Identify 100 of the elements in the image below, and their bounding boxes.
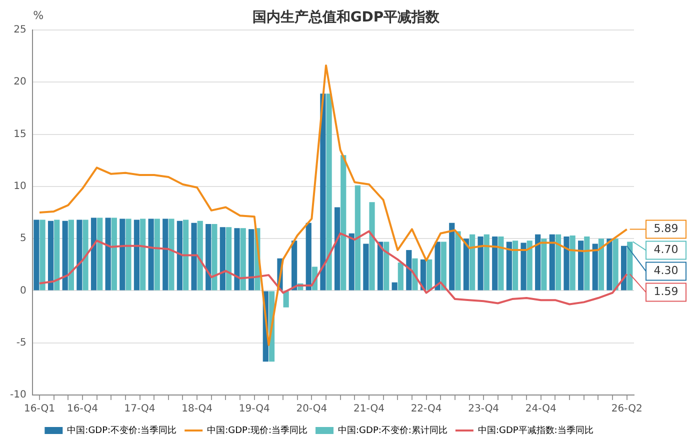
bar: [555, 234, 562, 290]
y-tick-label: -10: [10, 390, 26, 401]
legend-label: 中国:GDP平减指数:当季同比: [478, 424, 594, 436]
x-tick-label: 16-Q1: [24, 404, 55, 415]
bar: [76, 220, 82, 290]
bar: [176, 220, 183, 290]
bar: [549, 234, 555, 290]
bar: [369, 202, 375, 290]
bar: [206, 224, 212, 290]
bar: [90, 218, 97, 290]
x-tick-label: 26-Q2: [611, 404, 642, 415]
bar: [191, 222, 197, 290]
x-tick-label: 24-Q4: [525, 404, 556, 415]
bar: [34, 220, 40, 290]
bar: [292, 240, 298, 290]
bar: [598, 238, 604, 290]
bar: [162, 218, 168, 290]
bar: [564, 236, 570, 290]
bar: [348, 233, 354, 290]
bar: [105, 218, 111, 290]
x-tick-label: 18-Q4: [182, 404, 213, 415]
bar: [248, 229, 254, 290]
bar: [463, 238, 470, 290]
x-tick-label: 22-Q4: [410, 404, 442, 415]
bar: [54, 220, 60, 290]
bar: [492, 236, 498, 290]
bar: [68, 220, 74, 290]
y-tick-label: 25: [14, 24, 26, 36]
bar: [212, 224, 218, 290]
bar: [606, 238, 612, 290]
bar: [440, 242, 446, 290]
bar: [377, 242, 384, 290]
bar: [154, 218, 160, 290]
bar: [578, 240, 584, 290]
bar: [62, 220, 68, 290]
y-tick-label: 10: [14, 181, 26, 192]
bar: [354, 185, 360, 290]
bar: [384, 242, 390, 290]
bar: [140, 218, 146, 290]
bar: [48, 220, 54, 290]
data-label: 1.59: [654, 285, 678, 298]
bar: [541, 238, 547, 290]
bar: [226, 227, 232, 290]
data-label: 4.30: [654, 264, 678, 278]
bar: [126, 218, 132, 290]
bar: [449, 222, 455, 290]
data-label: 4.70: [654, 243, 678, 256]
bar: [306, 222, 312, 290]
bar: [120, 218, 126, 290]
bar: [40, 220, 46, 290]
bar: [220, 227, 226, 290]
bar: [434, 242, 440, 290]
data-label: 5.89: [654, 222, 678, 236]
bar: [392, 282, 398, 290]
bar: [426, 259, 432, 290]
bar: [240, 228, 246, 290]
bar: [506, 242, 512, 290]
x-tick-label: 17-Q4: [124, 404, 156, 415]
bar: [584, 236, 590, 290]
bar: [470, 234, 476, 290]
bar: [455, 231, 461, 290]
legend-label: 中国:GDP:不变价:当季同比: [67, 424, 177, 436]
bar: [592, 244, 598, 290]
bar: [168, 218, 174, 290]
bar: [612, 238, 618, 290]
bar: [326, 94, 332, 290]
x-tick-label: 16-Q4: [67, 404, 98, 415]
bar: [484, 234, 490, 290]
y-tick-label: -5: [16, 337, 26, 348]
bar: [512, 240, 518, 290]
bar: [283, 291, 289, 308]
x-tick-label: 23-Q4: [468, 404, 500, 415]
bar: [340, 155, 346, 290]
bar: [320, 94, 326, 290]
bar: [535, 234, 541, 290]
bar: [234, 228, 240, 290]
x-tick-label: 20-Q4: [296, 404, 328, 415]
y-tick-label: 15: [14, 128, 26, 140]
bar: [334, 207, 340, 290]
bar: [82, 220, 88, 290]
legend-label: 中国:GDP:不变价:累计同比: [338, 424, 448, 436]
x-tick-label: 19-Q4: [238, 404, 270, 415]
bar: [526, 240, 532, 290]
bar: [363, 244, 369, 290]
y-axis-title: %: [33, 8, 44, 22]
y-tick-label: 0: [20, 285, 26, 296]
bar: [520, 242, 526, 290]
bar: [498, 236, 504, 290]
bar: [570, 235, 576, 290]
y-tick-label: 20: [14, 76, 26, 88]
legend-label: 中国:GDP:现价:当季同比: [207, 424, 308, 436]
bar: [398, 262, 404, 290]
chart-title: 国内生产总值和GDP平减指数: [252, 8, 441, 26]
y-tick-label: 5: [20, 233, 26, 244]
bar: [148, 218, 154, 290]
bar: [478, 236, 484, 290]
bar: [182, 220, 189, 290]
bar: [197, 220, 203, 290]
bar: [111, 218, 117, 290]
bar: [406, 250, 412, 290]
